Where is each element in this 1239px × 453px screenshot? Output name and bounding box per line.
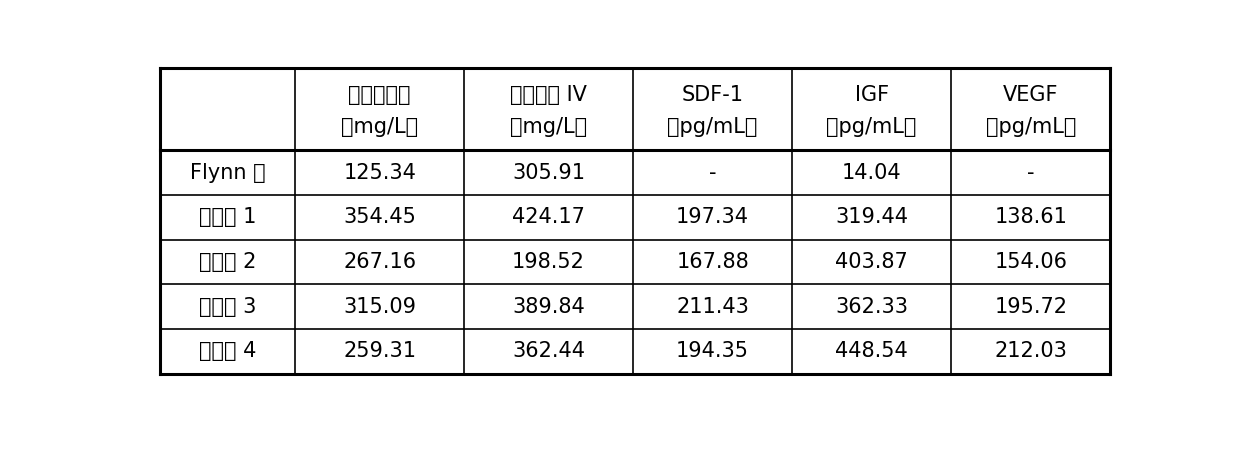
- Bar: [160, 240, 1110, 284]
- Text: 实施例 3: 实施例 3: [198, 297, 256, 317]
- Text: （pg/mL）: （pg/mL）: [985, 117, 1075, 137]
- Text: -: -: [1027, 163, 1035, 183]
- Bar: [160, 150, 1110, 195]
- Text: 实施例 4: 实施例 4: [198, 341, 256, 361]
- Text: 14.04: 14.04: [841, 163, 902, 183]
- Text: 胶原蛋白 IV: 胶原蛋白 IV: [510, 85, 587, 105]
- Text: 实施例 1: 实施例 1: [198, 207, 256, 227]
- Text: 层粘连蛋白: 层粘连蛋白: [348, 85, 411, 105]
- Text: IGF: IGF: [855, 85, 888, 105]
- Text: 211.43: 211.43: [676, 297, 750, 317]
- Text: 362.33: 362.33: [835, 297, 908, 317]
- Text: 154.06: 154.06: [994, 252, 1067, 272]
- Text: 194.35: 194.35: [676, 341, 750, 361]
- Text: 138.61: 138.61: [995, 207, 1067, 227]
- Text: 362.44: 362.44: [512, 341, 585, 361]
- Text: 197.34: 197.34: [676, 207, 750, 227]
- Text: 354.45: 354.45: [343, 207, 416, 227]
- Text: 424.17: 424.17: [512, 207, 585, 227]
- Text: （pg/mL）: （pg/mL）: [668, 117, 758, 137]
- Text: （mg/L）: （mg/L）: [341, 117, 419, 137]
- Text: 389.84: 389.84: [512, 297, 585, 317]
- Text: 259.31: 259.31: [343, 341, 416, 361]
- Text: 实施例 2: 实施例 2: [198, 252, 256, 272]
- Text: 167.88: 167.88: [676, 252, 748, 272]
- Bar: [160, 68, 1110, 150]
- Text: 448.54: 448.54: [835, 341, 908, 361]
- Text: 212.03: 212.03: [995, 341, 1067, 361]
- Text: VEGF: VEGF: [1004, 85, 1058, 105]
- Bar: [160, 284, 1110, 329]
- Text: SDF-1: SDF-1: [681, 85, 743, 105]
- Bar: [160, 195, 1110, 240]
- Text: 125.34: 125.34: [343, 163, 416, 183]
- Text: 267.16: 267.16: [343, 252, 416, 272]
- Text: -: -: [709, 163, 716, 183]
- Text: 319.44: 319.44: [835, 207, 908, 227]
- Text: Flynn 法: Flynn 法: [190, 163, 265, 183]
- Text: （pg/mL）: （pg/mL）: [826, 117, 917, 137]
- Text: 198.52: 198.52: [512, 252, 585, 272]
- Text: 315.09: 315.09: [343, 297, 416, 317]
- Bar: [160, 329, 1110, 374]
- Text: 195.72: 195.72: [994, 297, 1067, 317]
- Text: （mg/L）: （mg/L）: [510, 117, 587, 137]
- Text: 305.91: 305.91: [512, 163, 585, 183]
- Text: 403.87: 403.87: [835, 252, 908, 272]
